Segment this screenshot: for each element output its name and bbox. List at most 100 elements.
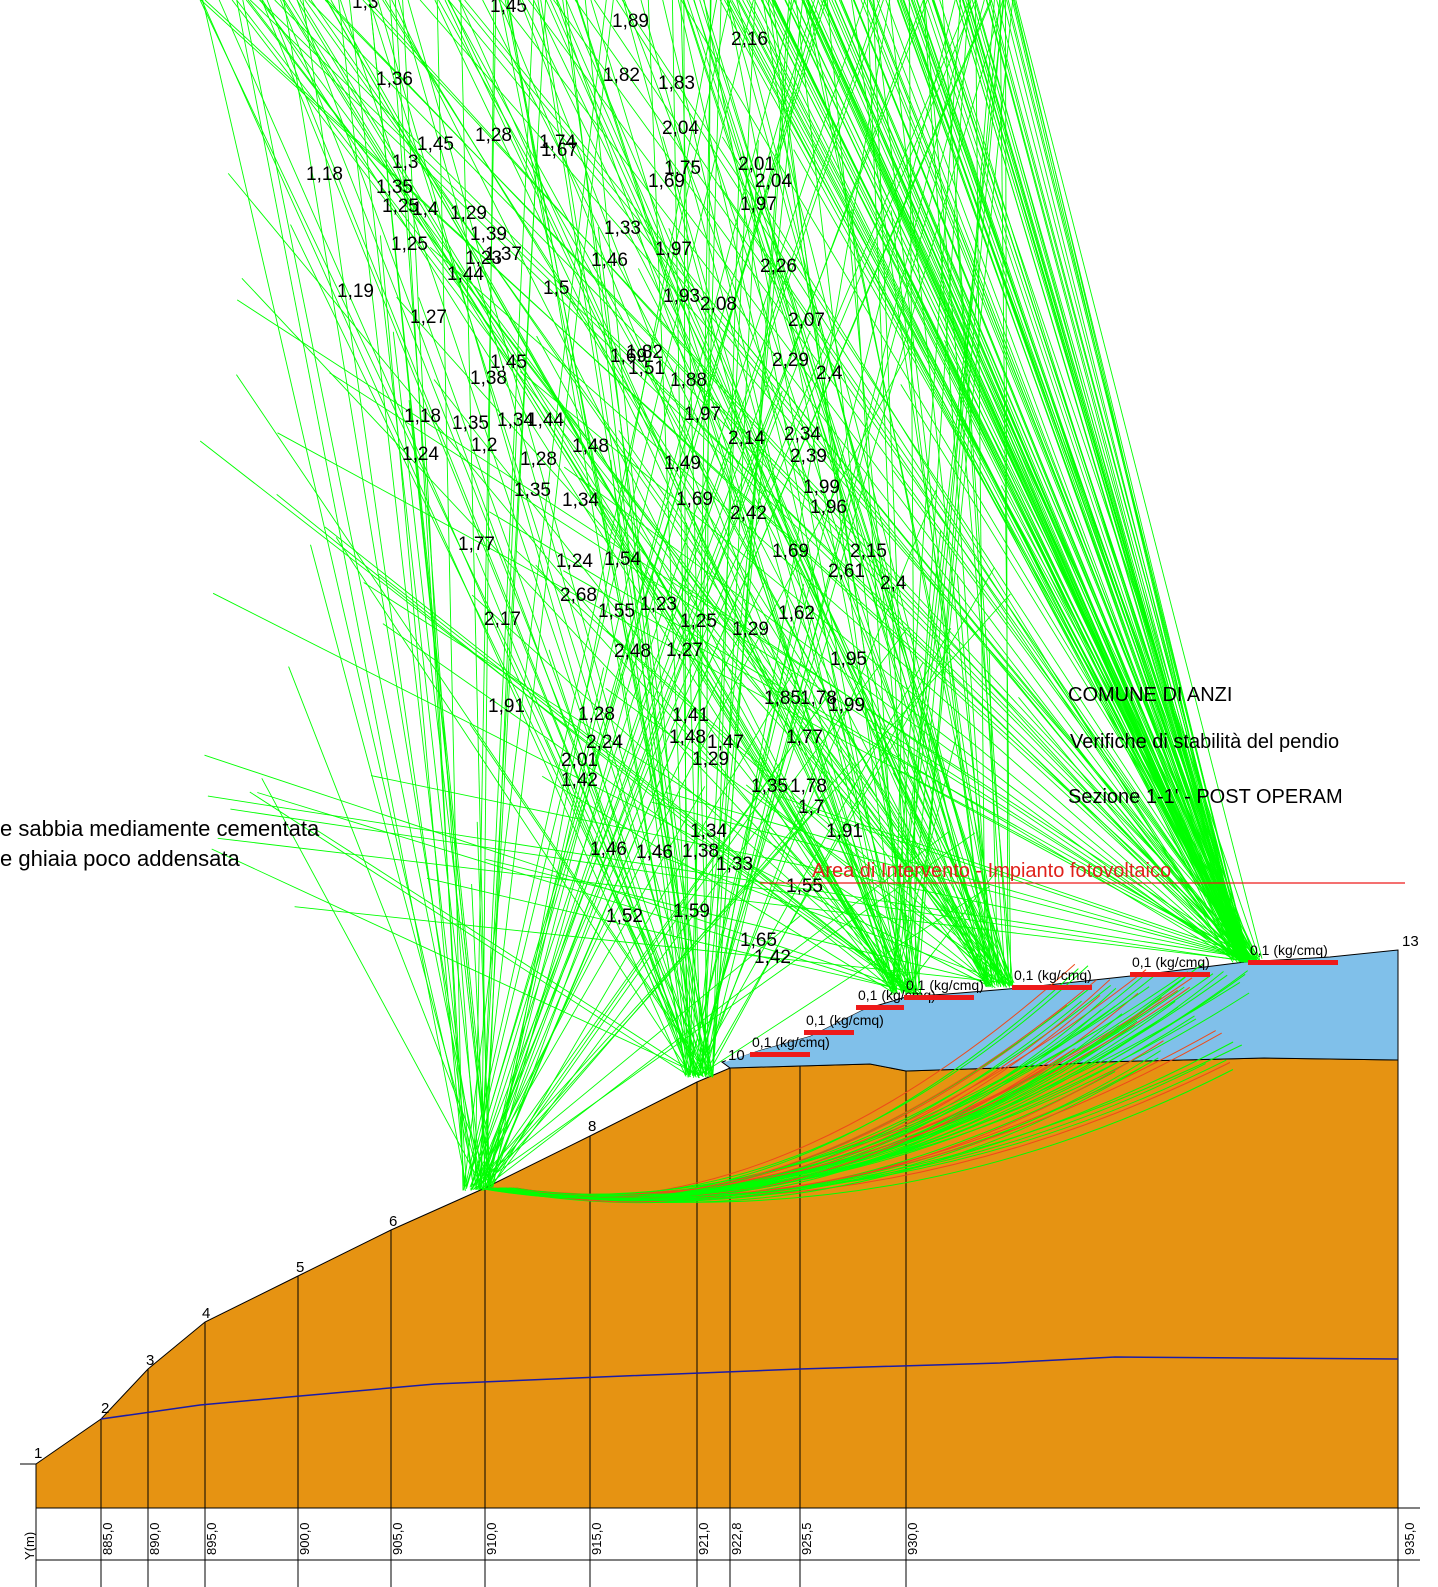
safety-factor-label: 2,01 <box>561 750 598 771</box>
safety-factor-label: 2,61 <box>828 561 865 582</box>
load-label: 0,1 (kg/cmq) <box>806 1012 884 1028</box>
axis-strip <box>35 1507 1420 1587</box>
safety-factor-label: 1,48 <box>669 727 706 748</box>
safety-factor-label: 1,95 <box>830 649 867 670</box>
safety-factor-label: 1,83 <box>658 73 695 94</box>
safety-factor-label: 2,39 <box>790 446 827 467</box>
safety-factor-label: 2,29 <box>772 350 809 371</box>
safety-factor-label: 1,85 <box>764 688 801 709</box>
legend-item-2: e ghiaia poco addensata <box>0 846 240 871</box>
axis-station-label: 930,0 <box>905 1522 920 1555</box>
safety-factor-label: 1,27 <box>666 640 703 661</box>
vertex-label: 10 <box>728 1047 745 1064</box>
safety-factor-label: 1,48 <box>572 436 609 457</box>
safety-factor-label: 2,68 <box>560 585 597 606</box>
safety-factor-label: 2,07 <box>788 310 825 331</box>
axis-station-label: 900,0 <box>297 1522 312 1555</box>
safety-factor-label: 2,48 <box>614 641 651 662</box>
load-label: 0,1 (kg/cmq) <box>1014 967 1092 983</box>
safety-factor-label: 1,65 <box>740 930 777 951</box>
safety-factor-label: 1,33 <box>716 854 753 875</box>
municipality-title: COMUNE DI ANZI <box>1068 684 1233 706</box>
safety-factor-label: 1,46 <box>591 250 628 271</box>
safety-factor-label: 2,24 <box>586 732 623 753</box>
axis-station-label: 910,0 <box>484 1522 499 1555</box>
safety-factor-label: 1,46 <box>590 839 627 860</box>
legend-item-1: e sabbia mediamente cementata <box>0 816 320 841</box>
safety-factor-label: 1,89 <box>612 11 649 32</box>
load-label: 0,1 (kg/cmq) <box>906 977 984 993</box>
safety-factor-label: 2,04 <box>662 118 699 139</box>
safety-factor-label: 1,23 <box>465 248 502 269</box>
axis-station-label: 915,0 <box>589 1522 604 1555</box>
safety-factor-label: 1,36 <box>376 69 413 90</box>
safety-factor-label: 1,99 <box>803 477 840 498</box>
safety-factor-labels: 1,3 1,451,892,161,36 1,82 1,831,45 1,28 1,741… <box>306 0 907 968</box>
section-title: Sezione 1-1' - POST OPERAM <box>1068 786 1343 808</box>
safety-factor-label: 1,69 <box>648 171 685 192</box>
safety-factor-label: 1,23 <box>640 594 677 615</box>
safety-factor-label: 2,4 <box>880 573 907 594</box>
load-label: 0,1 (kg/cmq) <box>752 1034 830 1050</box>
safety-factor-label: 1,27 <box>410 307 447 328</box>
axis-station-label: 922,8 <box>729 1522 744 1555</box>
load-bar <box>804 1030 854 1035</box>
safety-factor-label: 1,29 <box>450 203 487 224</box>
axis-station-label: 935,0 <box>1402 1522 1417 1555</box>
safety-factor-label: 1,55 <box>598 601 635 622</box>
load-bar <box>904 995 974 1000</box>
surface-loads: 0,1 (kg/cmq) 0,1 (kg/cmq) 0,1 (kg/cmq) 0,1 … <box>750 942 1338 1057</box>
section-verticals <box>20 950 1399 1508</box>
safety-factor-label: 1,44 <box>527 410 564 431</box>
safety-factor-label: 1,93 <box>663 286 700 307</box>
safety-factor-label: 1,59 <box>673 901 710 922</box>
safety-factor-label: 1,18 <box>404 406 441 427</box>
safety-factor-label: 1,35 <box>514 480 551 501</box>
load-bar <box>750 1052 810 1057</box>
safety-factor-label: 1,46 <box>636 842 673 863</box>
safety-factor-label: 1,49 <box>664 453 701 474</box>
safety-factor-label: 1,24 <box>556 551 593 572</box>
vertex-label: 4 <box>202 1305 210 1322</box>
slip-surface-lines <box>199 0 1263 1192</box>
load-bar <box>1012 985 1092 990</box>
vertex-labels: 1 2 3 4 5 6 8 10 13 <box>34 933 1419 1462</box>
safety-factor-label: 1,55 <box>786 876 823 897</box>
safety-factor-label: 2,14 <box>728 428 765 449</box>
load-bar <box>1130 972 1210 977</box>
axis-station-label: 925,5 <box>799 1522 814 1555</box>
safety-factor-label: 1,97 <box>684 404 721 425</box>
vertex-label: 3 <box>146 1352 154 1369</box>
safety-factor-label: 2,15 <box>850 541 887 562</box>
safety-factor-label: 1,35 <box>452 413 489 434</box>
safety-factor-label: 1,25 <box>680 611 717 632</box>
safety-factor-label: 1,28 <box>578 704 615 725</box>
safety-factor-label: 1,99 <box>828 695 865 716</box>
safety-factor-label: 1,2 <box>471 435 497 456</box>
safety-factor-label: 1,91 <box>488 696 525 717</box>
axis-station-label: 890,0 <box>147 1522 162 1555</box>
load-bar <box>1248 960 1338 965</box>
safety-factor-label: 2,01 <box>738 154 775 175</box>
safety-factor-label: 1,77 <box>786 727 823 748</box>
safety-factor-label: 1,97 <box>655 239 692 260</box>
safety-factor-label: 1,69 <box>676 489 713 510</box>
safety-factor-label: 1,88 <box>670 370 707 391</box>
safety-factor-label: 1,78 <box>800 688 837 709</box>
intervention-area-label: Area di Intervento - Impianto fotovoltai… <box>812 860 1172 882</box>
slip-surface-arcs <box>477 962 1250 1204</box>
vertex-label: 13 <box>1402 933 1419 950</box>
safety-factor-label: 1,45 <box>417 134 454 155</box>
axis-station-label: 905,0 <box>390 1522 405 1555</box>
safety-factor-label: 1,4 <box>412 199 439 220</box>
safety-factor-label: 2,26 <box>760 256 797 277</box>
safety-factor-label: 1,69 <box>772 541 809 562</box>
safety-factor-label: 1,7 <box>798 797 824 818</box>
vertex-label: 6 <box>389 1213 397 1230</box>
safety-factor-label: 1,96 <box>810 497 847 518</box>
safety-factor-label: 1,77 <box>458 534 495 555</box>
safety-factor-label: 1,29 <box>692 749 729 770</box>
safety-factor-label: 1,75 <box>664 158 701 179</box>
safety-factor-label: 1,3 <box>352 0 378 13</box>
